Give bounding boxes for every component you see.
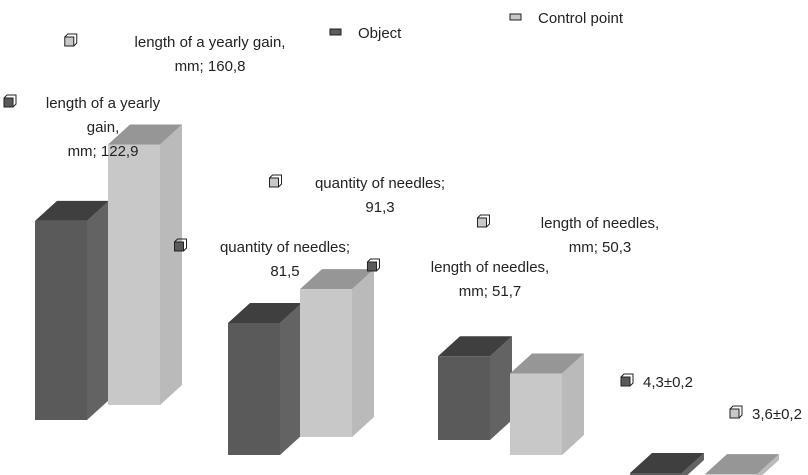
- label-icon: [367, 258, 380, 272]
- data-label-line: 91,3: [365, 199, 394, 216]
- label-icon: [620, 373, 634, 387]
- data-label: length of a yearly gain, mm; 160,8: [135, 34, 286, 75]
- data-label: length of needles, mm; 51,7: [431, 259, 549, 300]
- data-label-line: length of a yearly: [46, 95, 161, 112]
- bar-top: [300, 269, 374, 290]
- bar-side: [562, 353, 584, 455]
- label-icon: [366, 261, 377, 272]
- label-icon: [269, 177, 280, 188]
- bar: [510, 353, 584, 455]
- bar: [705, 454, 779, 475]
- data-label-line: mm; 50,3: [569, 239, 632, 256]
- data-label-line: length of a yearly gain,: [135, 34, 286, 51]
- bar-front: [108, 144, 160, 405]
- data-label: length of a yearly gain, mm; 122,9: [46, 95, 161, 160]
- data-label: 4,3±0,2: [643, 374, 693, 391]
- legend-swatch: [509, 13, 522, 21]
- data-label-line: length of needles,: [541, 215, 659, 232]
- bar-side: [160, 124, 182, 405]
- bar: [438, 336, 512, 440]
- data-label-line: mm; 122,9: [68, 143, 139, 160]
- bar-top: [228, 302, 302, 323]
- data-label-line: mm; 160,8: [175, 58, 246, 75]
- bar-front: [630, 473, 682, 475]
- data-label-line: length of needles,: [431, 259, 549, 276]
- bar: [35, 200, 109, 420]
- label-icon: [174, 241, 185, 252]
- bar-top: [705, 454, 779, 475]
- data-label-line: 81,5: [270, 263, 299, 280]
- label-icon: [174, 238, 188, 252]
- legend-swatch: [329, 28, 342, 36]
- legend-label: Object: [358, 25, 402, 42]
- bar-side: [87, 200, 109, 420]
- bars: [35, 124, 779, 475]
- data-label-line: 4,3±0,2: [643, 374, 693, 391]
- data-label-line: quantity of needles;: [315, 175, 445, 192]
- bar-side: [682, 453, 704, 475]
- bar-side: [757, 454, 779, 475]
- bar-top: [438, 336, 512, 357]
- data-label-line: quantity of needles;: [220, 239, 350, 256]
- label-icon: [620, 376, 631, 387]
- bar: [300, 269, 374, 437]
- data-label: 3,6±0,2: [752, 406, 802, 423]
- data-label-line: 3,6±0,2: [752, 406, 802, 423]
- bar: [228, 302, 302, 455]
- data-label: length of needles, mm; 50,3: [541, 215, 659, 256]
- bar-front: [510, 373, 562, 455]
- label-icon: [3, 97, 14, 108]
- labels: length of a yearly gain, mm; 122,9 quantity…: [3, 10, 802, 423]
- label-icon: [64, 36, 75, 47]
- bar-top: [630, 453, 704, 474]
- label-icon: [64, 33, 78, 47]
- label-icon: [269, 174, 283, 188]
- bar-front: [35, 220, 87, 420]
- data-label: quantity of needles; 91,3: [315, 175, 445, 216]
- data-label-line: mm; 51,7: [459, 283, 522, 300]
- label-icon: [3, 94, 17, 108]
- label-icon: [476, 217, 487, 228]
- bar: [108, 124, 182, 405]
- bar-top: [108, 124, 182, 145]
- bar-front: [438, 356, 490, 440]
- label-icon: [729, 408, 740, 419]
- bar-front: [228, 322, 280, 455]
- bar-side: [280, 302, 302, 455]
- data-label: quantity of needles; 81,5: [220, 239, 350, 280]
- bar-top: [510, 353, 584, 374]
- label-icon: [477, 214, 490, 228]
- bar-side: [352, 269, 374, 437]
- bar-front: [300, 289, 352, 437]
- bar: [630, 453, 704, 475]
- bar-side: [490, 336, 512, 440]
- bar-top: [35, 200, 109, 221]
- legend-label: Control point: [538, 10, 624, 27]
- data-label-line: gain,: [87, 119, 120, 136]
- label-icon: [729, 405, 743, 419]
